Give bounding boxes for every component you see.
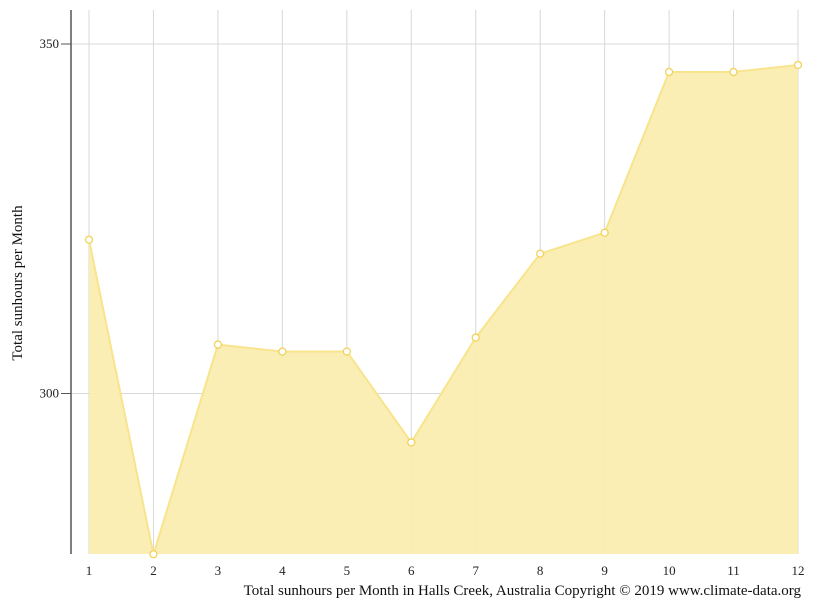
data-point-month-1	[84, 235, 94, 244]
data-point-month-8	[536, 249, 545, 258]
x-tick-label-9: 9	[601, 563, 608, 578]
x-tick-label-2: 2	[150, 563, 157, 578]
data-point-month-7	[471, 333, 480, 342]
data-point-month-6	[407, 438, 416, 447]
data-point-month-11	[729, 67, 738, 77]
x-axis-ticks: 1 2 3 4 5 6 7 8 9 10 11 12	[86, 563, 805, 578]
data-point-month-12	[793, 60, 803, 70]
chart-caption: Total sunhours per Month in Halls Creek,…	[243, 583, 801, 599]
sunhours-line	[88, 63, 799, 555]
x-tick-label-8: 8	[537, 563, 544, 578]
y-tick-label-300: 300	[40, 386, 60, 401]
data-point-month-10	[664, 67, 674, 77]
data-point-month-3	[213, 340, 223, 349]
y-axis-ticks: 300 350	[40, 36, 71, 401]
data-point-month-2	[149, 550, 158, 559]
x-tick-label-3: 3	[215, 563, 222, 578]
x-tick-label-11: 11	[727, 563, 740, 578]
data-point-month-9	[600, 228, 609, 237]
x-tick-label-5: 5	[344, 563, 351, 578]
x-tick-label-6: 6	[408, 563, 415, 578]
x-tick-label-10: 10	[663, 563, 676, 578]
y-axis-title: Total sunhours per Month	[10, 205, 26, 361]
sunhours-area	[89, 64, 798, 555]
x-tick-label-7: 7	[472, 563, 479, 578]
x-tick-label-1: 1	[86, 563, 93, 578]
data-point-month-5	[342, 347, 351, 356]
y-tick-label-350: 350	[40, 36, 60, 51]
data-point-month-4	[278, 347, 287, 356]
x-tick-label-4: 4	[279, 563, 286, 578]
x-tick-label-12: 12	[792, 563, 805, 578]
data-points	[84, 60, 803, 559]
